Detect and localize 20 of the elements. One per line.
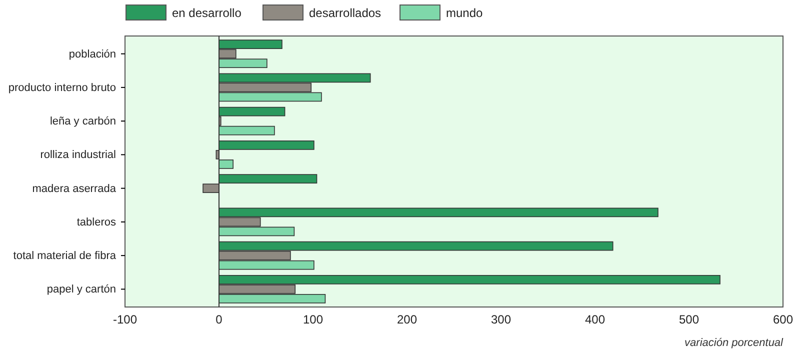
legend-label: desarrollados xyxy=(309,6,382,20)
y-tick-label: papel y cartón xyxy=(46,284,116,296)
y-tick-label: tableros xyxy=(76,216,116,228)
y-tick-label: rolliza industrial xyxy=(40,149,116,162)
x-tick-label: -100 xyxy=(112,312,138,327)
x-tick-label: 0 xyxy=(216,312,223,327)
y-tick-label: total material de fibra xyxy=(13,250,117,262)
x-tick-label: 200 xyxy=(396,312,418,327)
x-axis-title: variación porcentual xyxy=(684,337,784,349)
x-tick-label: 100 xyxy=(302,312,324,327)
y-tick-label: leña y carbón xyxy=(50,116,116,128)
legend-label: mundo xyxy=(446,6,484,20)
y-tick-label: población xyxy=(68,48,116,60)
x-tick-label: 300 xyxy=(490,312,512,327)
x-tick-label: 600 xyxy=(772,312,794,327)
y-tick-label: producto interno bruto xyxy=(8,82,116,94)
y-tick-label: madera aserrada xyxy=(32,182,117,195)
x-tick-label: 400 xyxy=(584,312,606,327)
legend-label: en desarrollo xyxy=(172,6,242,20)
x-tick-label: 500 xyxy=(678,312,700,327)
